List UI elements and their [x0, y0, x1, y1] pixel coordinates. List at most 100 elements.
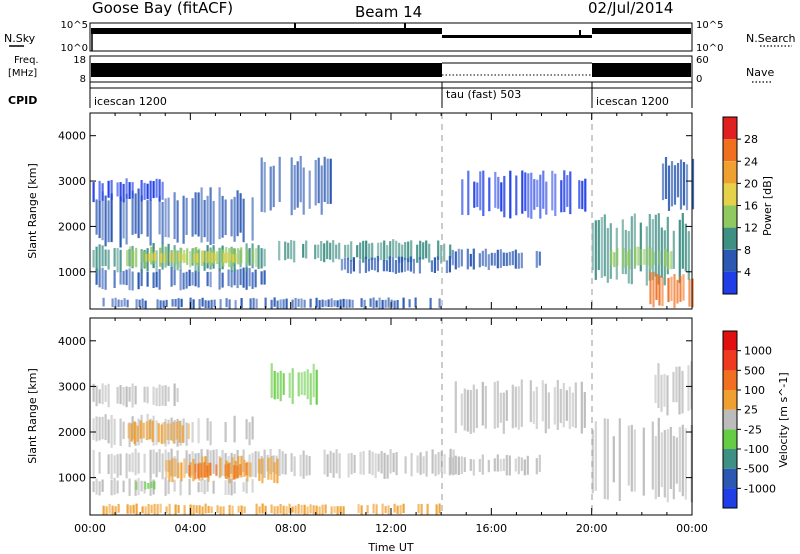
- power-band-0-cell: [122, 270, 125, 285]
- power-colorbar-tick-label-4: 20: [744, 177, 758, 190]
- freq-tick-bottom: 8: [80, 74, 86, 85]
- power-band-15-cell: [342, 298, 345, 308]
- power-band-4-cell: [140, 195, 143, 235]
- power-band-15-cell: [345, 299, 348, 309]
- velocity-band-3-cell: [113, 418, 116, 445]
- power-band-11-cell: [594, 220, 597, 280]
- power-band-3-cell: [202, 251, 205, 262]
- power-band-4-cell: [101, 191, 104, 241]
- velocity-band-13-cell: [204, 503, 207, 514]
- velocity-band-9-cell: [583, 392, 586, 428]
- power-band-15-cell: [369, 298, 372, 307]
- velocity-band-13-cell: [195, 505, 198, 514]
- velocity-band-1-cell: [258, 459, 261, 481]
- power-band-0-cell: [152, 272, 155, 288]
- power-band-0-cell: [188, 269, 191, 287]
- power-band-4-cell: [212, 200, 215, 245]
- velocity-band-11-cell: [660, 432, 663, 488]
- power-band-4-cell: [167, 197, 170, 238]
- power-band-15-cell: [396, 300, 399, 309]
- velocity-band-1-cell: [273, 462, 276, 483]
- velocity-band-5-cell: [98, 481, 101, 496]
- power-band-0-cell: [131, 271, 134, 291]
- velocity-band-12-cell: [657, 363, 660, 408]
- power-band-7-cell: [290, 240, 293, 260]
- power-band-4-cell: [242, 198, 245, 243]
- power-band-4-cell: [131, 190, 134, 235]
- velocity-band-13-cell: [147, 503, 150, 515]
- power-band-7-cell: [419, 240, 422, 260]
- power-band-13-cell: [682, 274, 685, 301]
- velocity-band-1-cell: [267, 457, 270, 480]
- velocity-band-0-cell: [395, 452, 398, 476]
- velocity-band-0-cell: [107, 454, 110, 474]
- velocity-band-8-cell: [176, 388, 179, 402]
- power-band-13-cell: [649, 272, 652, 305]
- power-band-3-cell: [196, 253, 199, 263]
- power-band-0-cell: [98, 269, 101, 288]
- velocity-band-13-cell: [330, 506, 333, 514]
- power-band-0-cell: [245, 267, 248, 290]
- power-band-11-cell: [648, 214, 651, 281]
- velocity-band-0-cell: [335, 449, 338, 474]
- power-band-4-cell: [98, 200, 101, 239]
- power-band-13-cell: [679, 275, 682, 302]
- velocity-band-2-cell: [233, 465, 236, 480]
- power-band-8-cell: [340, 258, 343, 271]
- velocity-band-13-cell: [396, 505, 399, 514]
- freq-panel: 18 8 60 0 Freq. [MHz] Nave: [8, 55, 774, 85]
- velocity-band-8-cell: [158, 384, 161, 407]
- velocity-band-13-cell: [387, 505, 390, 515]
- power-band-10-cell: [551, 170, 554, 211]
- power-band-15-cell: [300, 298, 303, 308]
- velocity-band-13-cell: [111, 505, 114, 515]
- power-band-7-cell: [317, 244, 320, 258]
- power-band-6-cell: [278, 156, 281, 202]
- velocity-band-0-cell: [377, 453, 380, 472]
- time-tick-label-2: 08:00: [275, 522, 307, 535]
- power-band-15-cell: [327, 299, 330, 307]
- power-band-10: [461, 170, 587, 219]
- velocity-band-3-cell: [209, 421, 212, 446]
- power-band-3-cell: [208, 251, 211, 263]
- velocity-band-10-cell: [508, 455, 511, 476]
- power-band-0-cell: [254, 269, 257, 288]
- power-band-4-cell: [209, 187, 212, 245]
- velocity-band-13-cell: [177, 505, 180, 514]
- velocity-band-13-cell: [156, 504, 159, 515]
- power-band-9-cell: [484, 248, 487, 267]
- power-band-8-cell: [370, 257, 373, 270]
- power-band-10-cell: [554, 173, 557, 216]
- velocity-band-3-cell: [185, 422, 188, 446]
- power-band-15-cell: [207, 300, 210, 309]
- power-band-5-cell: [128, 182, 131, 199]
- velocity-band-8: [92, 383, 179, 408]
- velocity-band-9-cell: [466, 389, 469, 432]
- power-band-1-cell: [263, 248, 266, 267]
- velocity-band-13-cell: [102, 505, 105, 515]
- velocity-band-12-cell: [660, 374, 663, 412]
- power-band-4-cell: [146, 200, 149, 237]
- power-band-8-cell: [382, 260, 385, 272]
- nsearch-tick-bottom: 10^0: [696, 43, 723, 54]
- power-band-7-cell: [371, 242, 374, 260]
- power-band-1-cell: [146, 248, 149, 272]
- power-band-7-cell: [422, 242, 425, 260]
- velocity-band-13-cell: [183, 505, 186, 515]
- velocity-band-13-cell: [357, 504, 360, 513]
- velocity-band-9-cell: [532, 391, 535, 424]
- velocity-band-13-cell: [372, 503, 375, 514]
- power-band-10-cell: [560, 180, 563, 213]
- velocity-band-0-cell: [338, 453, 341, 479]
- power-band-5-cell: [131, 182, 134, 199]
- power-band-10-cell: [578, 180, 581, 209]
- power-band-7-cell: [395, 240, 398, 259]
- velocity-band-8-cell: [98, 389, 101, 404]
- power-band-2-cell: [246, 249, 249, 264]
- power-colorbar-cell-3: [723, 205, 737, 228]
- power-band-0-cell: [206, 271, 209, 287]
- power-band-0-cell: [236, 269, 239, 289]
- power-band-12-cell: [628, 249, 631, 270]
- power-band-10-cell: [542, 170, 545, 209]
- velocity-band-1-cell: [231, 457, 234, 481]
